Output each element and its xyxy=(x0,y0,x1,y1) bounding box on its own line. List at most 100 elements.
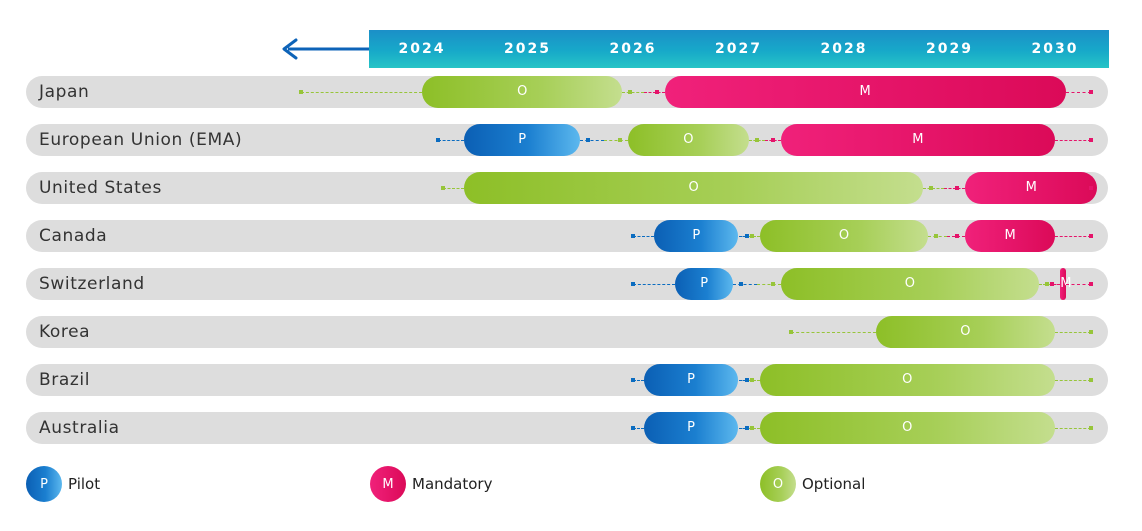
connector-line xyxy=(622,92,644,93)
connector-line xyxy=(300,92,422,93)
year-label: 2025 xyxy=(504,41,551,57)
connector-dot xyxy=(1045,282,1050,286)
connector-dot xyxy=(749,234,754,238)
phase-pill-optional: O xyxy=(464,172,924,204)
phase-pill-pilot: P xyxy=(643,412,739,444)
year-label: 2028 xyxy=(820,41,868,57)
connector-line xyxy=(633,236,655,237)
country-label: Australia xyxy=(39,418,120,438)
legend-label: Mandatory xyxy=(412,475,493,493)
connector-line xyxy=(443,188,465,189)
connector-line xyxy=(944,188,966,189)
connector-dot xyxy=(1089,186,1093,190)
connector-line xyxy=(749,380,760,381)
connector-line xyxy=(738,428,750,429)
connector-line xyxy=(603,140,628,141)
phase-pill-optional: O xyxy=(759,412,1055,444)
connector-dot xyxy=(955,186,960,190)
connector-dot xyxy=(1089,282,1093,286)
country-label: European Union (EMA) xyxy=(39,130,243,150)
connector-dot xyxy=(755,138,760,142)
connector-dot xyxy=(929,186,934,190)
connector-dot xyxy=(739,282,744,286)
phase-pill-optional: O xyxy=(422,76,623,108)
phase-pill-pilot: P xyxy=(643,364,739,396)
phase-pill-pilot: P xyxy=(654,220,739,252)
connector-line xyxy=(1055,380,1091,381)
connector-dot xyxy=(1050,282,1055,286)
phase-pill-mandatory: M xyxy=(965,220,1055,252)
phase-pill-pilot: P xyxy=(675,268,734,300)
connector-dot xyxy=(744,234,749,238)
phase-pill-optional: O xyxy=(875,316,1055,348)
connector-dot xyxy=(770,138,775,142)
connector-dot xyxy=(1089,234,1093,238)
connector-line xyxy=(633,380,644,381)
phase-pill-mandatory: M xyxy=(664,76,1066,108)
connector-dot xyxy=(955,234,960,238)
connector-line xyxy=(633,284,676,285)
connector-dot xyxy=(934,234,939,238)
connector-line xyxy=(1049,284,1061,285)
connector-dot xyxy=(654,90,659,94)
phase-pill-optional: O xyxy=(780,268,1040,300)
connector-dot xyxy=(1089,330,1093,334)
legend-swatch-optional: O xyxy=(760,466,796,502)
phase-pill-mandatory: M xyxy=(780,124,1055,156)
connector-dot xyxy=(1089,138,1093,142)
country-label: Switzerland xyxy=(39,274,145,294)
connector-line xyxy=(437,140,465,141)
connector-line xyxy=(923,188,945,189)
legend-item-mandatory: M Mandatory xyxy=(370,466,492,502)
phase-pill-mandatory: M xyxy=(965,172,1098,204)
connector-dot xyxy=(749,426,754,430)
connector-line xyxy=(733,284,757,285)
connector-line xyxy=(1055,140,1091,141)
legend-item-pilot: P Pilot xyxy=(26,466,100,502)
connector-dot xyxy=(586,138,591,142)
connector-line xyxy=(633,428,644,429)
connector-line xyxy=(749,428,760,429)
connector-dot xyxy=(770,282,775,286)
connector-dot xyxy=(749,378,754,382)
country-label: United States xyxy=(39,178,162,198)
connector-dot xyxy=(617,138,622,142)
phase-pill-pilot: P xyxy=(464,124,581,156)
connector-line xyxy=(738,236,750,237)
connector-line xyxy=(580,140,604,141)
connector-dot xyxy=(744,426,749,430)
connector-dot xyxy=(744,378,749,382)
back-arrow-icon xyxy=(282,38,370,60)
legend-swatch-mandatory: M xyxy=(370,466,406,502)
connector-line xyxy=(1055,332,1091,333)
year-label: 2026 xyxy=(609,41,657,57)
country-label: Canada xyxy=(39,226,108,246)
phase-pill-mandatory: M xyxy=(1060,268,1071,300)
connector-line xyxy=(1039,284,1050,285)
legend-swatch-pilot: P xyxy=(26,466,62,502)
connector-dot xyxy=(1089,378,1093,382)
connector-line xyxy=(1055,428,1091,429)
year-header: 2024 2025 2026 2027 2028 2029 2030 xyxy=(369,30,1109,68)
phase-pill-optional: O xyxy=(759,220,929,252)
country-label: Brazil xyxy=(39,370,91,390)
phase-pill-optional: O xyxy=(759,364,1055,396)
year-label: 2030 xyxy=(1031,41,1079,57)
country-label: Japan xyxy=(39,82,90,102)
year-label: 2029 xyxy=(926,41,973,57)
connector-line xyxy=(756,284,781,285)
year-label: 2024 xyxy=(398,41,446,57)
connector-line xyxy=(1065,92,1091,93)
phase-pill-optional: O xyxy=(627,124,750,156)
connector-dot xyxy=(1089,426,1093,430)
connector-line xyxy=(643,92,665,93)
connector-line xyxy=(749,236,760,237)
connector-line xyxy=(791,332,876,333)
legend-label: Optional xyxy=(802,475,866,493)
legend-label: Pilot xyxy=(68,475,101,493)
year-label: 2027 xyxy=(715,41,762,57)
country-label: Korea xyxy=(39,322,91,342)
connector-line xyxy=(1055,236,1091,237)
legend-item-optional: O Optional xyxy=(760,466,865,502)
